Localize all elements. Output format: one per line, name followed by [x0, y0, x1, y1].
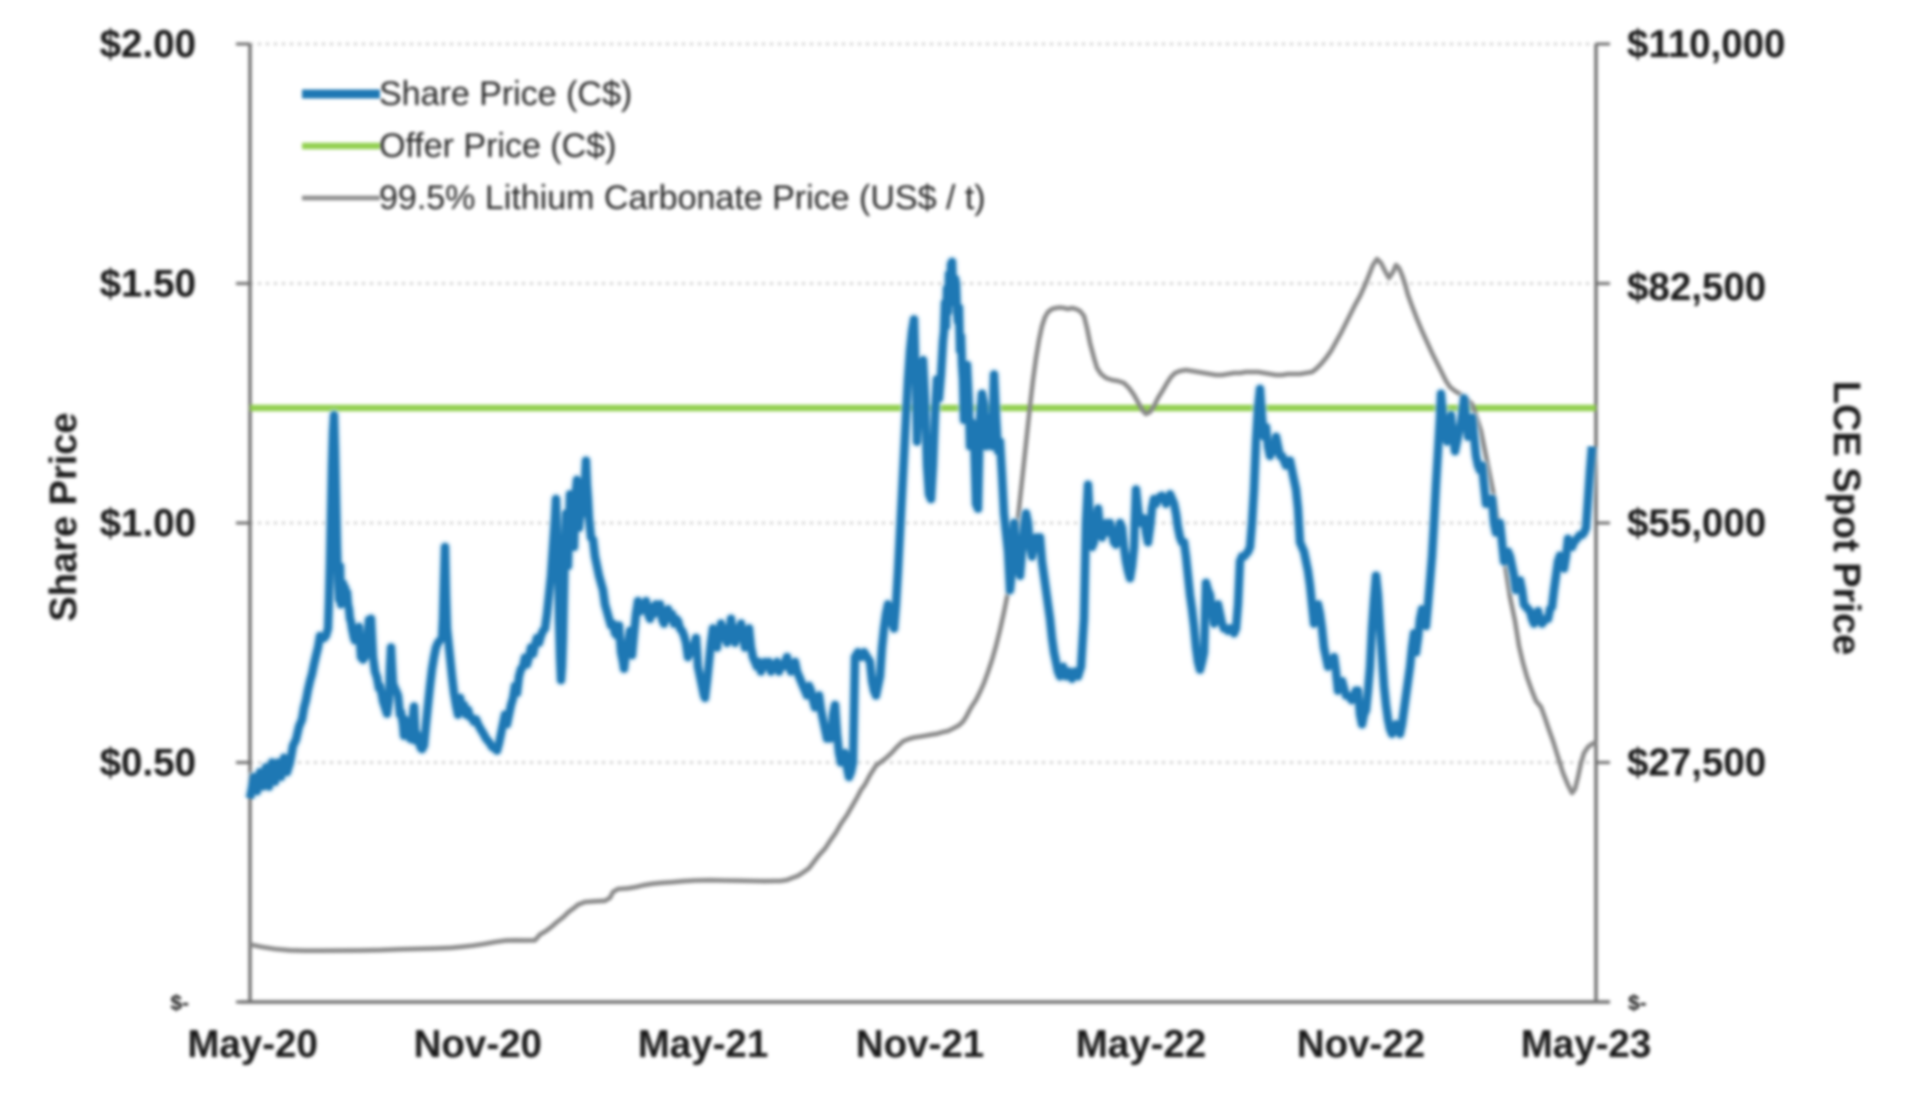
svg-text:99.5% Lithium Carbonate Price: 99.5% Lithium Carbonate Price (US$ / t): [379, 179, 986, 217]
svg-text:Offer Price (C$): Offer Price (C$): [379, 127, 616, 165]
svg-text:May-23: May-23: [1521, 1023, 1652, 1066]
svg-text:$-: $-: [1628, 992, 1647, 1015]
svg-text:$82,500: $82,500: [1627, 266, 1766, 309]
svg-text:$110,000: $110,000: [1627, 23, 1785, 66]
svg-text:Nov-21: Nov-21: [856, 1023, 984, 1066]
svg-text:May-20: May-20: [187, 1023, 318, 1066]
svg-text:Nov-20: Nov-20: [414, 1023, 542, 1066]
svg-text:Share Price (C$): Share Price (C$): [379, 75, 632, 113]
svg-text:$1.00: $1.00: [100, 502, 196, 545]
svg-text:LCE Spot Price: LCE Spot Price: [1825, 381, 1867, 656]
svg-text:$1.50: $1.50: [100, 263, 196, 306]
svg-text:May-22: May-22: [1076, 1023, 1207, 1066]
svg-text:$2.00: $2.00: [100, 23, 196, 66]
svg-text:$27,500: $27,500: [1627, 742, 1766, 785]
svg-text:$-: $-: [170, 992, 189, 1015]
svg-text:Share Price: Share Price: [43, 412, 85, 621]
svg-text:May-21: May-21: [638, 1023, 769, 1066]
svg-text:Nov-22: Nov-22: [1297, 1023, 1425, 1066]
svg-text:$55,000: $55,000: [1627, 502, 1766, 545]
svg-text:$0.50: $0.50: [100, 742, 196, 785]
